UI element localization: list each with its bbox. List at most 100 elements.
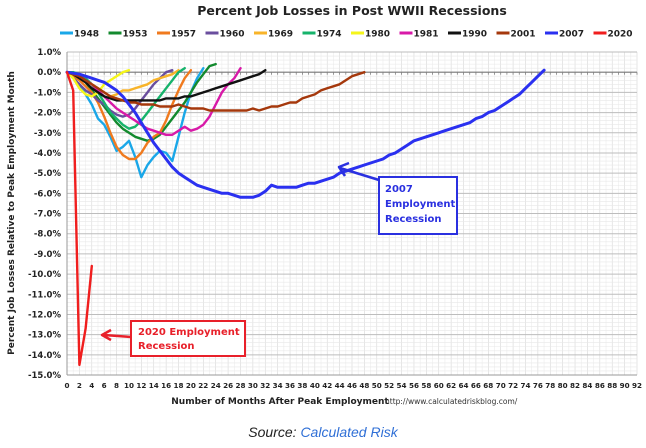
x-tick-label: 12 xyxy=(136,381,146,390)
legend-item-2007: 2007 xyxy=(545,30,584,40)
x-tick-label: 56 xyxy=(409,381,419,390)
legend-label: 1960 xyxy=(220,30,245,40)
chart: Percent Job Losses in Post WWII Recessio… xyxy=(0,0,646,420)
source-prefix: Source: xyxy=(248,424,301,440)
legend-label: 1974 xyxy=(317,30,342,40)
x-tick-label: 58 xyxy=(421,381,431,390)
legend-label: 1990 xyxy=(462,30,487,40)
x-tick-label: 90 xyxy=(620,381,630,390)
x-tick-label: 18 xyxy=(174,381,184,390)
x-tick-label: 26 xyxy=(223,381,233,390)
annotation-text: Recession xyxy=(385,214,442,225)
x-tick-label: 0 xyxy=(64,381,69,390)
x-tick-label: 34 xyxy=(273,381,283,390)
series-line-2020 xyxy=(65,70,94,367)
x-tick-label: 28 xyxy=(235,381,245,390)
source-url-note: http://www.calculatedriskblog.com/ xyxy=(385,397,518,406)
annotation-box xyxy=(130,320,246,357)
legend-label: 1953 xyxy=(123,30,148,40)
y-tick-label: -3.0% xyxy=(34,129,62,139)
legend-item-1981: 1981 xyxy=(399,30,439,40)
legend-item-2020: 2020 xyxy=(593,30,633,40)
x-tick-label: 20 xyxy=(186,381,196,390)
y-tick-label: 0.0% xyxy=(37,68,61,78)
annotation-text: Employment xyxy=(385,199,456,210)
x-tick-label: 40 xyxy=(310,381,320,390)
annotation-text: Recession xyxy=(138,341,195,352)
series-lines xyxy=(65,62,546,367)
x-tick-label: 60 xyxy=(434,381,444,390)
y-tick-label: -9.0% xyxy=(34,250,62,260)
y-axis-label: Percent Job Losses Relative to Peak Empl… xyxy=(7,71,17,355)
annotation-2007: 2007 Employment Recession xyxy=(337,161,458,235)
x-tick-label: 32 xyxy=(260,381,270,390)
legend-item-1953: 1953 xyxy=(108,30,148,40)
y-tick-label: -8.0% xyxy=(34,230,62,240)
y-tick-label: -5.0% xyxy=(34,169,62,179)
series-line-1957 xyxy=(65,68,193,161)
x-axis-label: Number of Months After Peak Employment xyxy=(171,397,389,407)
x-tick-label: 64 xyxy=(459,381,469,390)
x-tick-label: 46 xyxy=(347,381,357,390)
x-tick-label: 86 xyxy=(595,381,605,390)
legend-label: 1957 xyxy=(171,30,196,40)
x-tick-label: 66 xyxy=(471,381,481,390)
x-tick-label: 70 xyxy=(496,381,506,390)
x-tick-label: 6 xyxy=(102,381,107,390)
x-tick-label: 80 xyxy=(558,381,568,390)
y-tick-label: -14.0% xyxy=(28,351,61,361)
legend-label: 2001 xyxy=(511,30,536,40)
x-tick-label: 30 xyxy=(248,381,258,390)
annotation-box xyxy=(378,176,458,235)
chart-title: Percent Job Losses in Post WWII Recessio… xyxy=(197,3,507,18)
x-tick-label: 38 xyxy=(297,381,307,390)
x-tick-label: 52 xyxy=(384,381,394,390)
y-tick-label: -7.0% xyxy=(34,210,62,220)
series-line-1953 xyxy=(65,62,217,143)
arrow-head-icon xyxy=(337,161,350,177)
annotation-arrow xyxy=(103,333,132,339)
legend-item-1990: 1990 xyxy=(448,30,487,40)
series-line-1974 xyxy=(65,66,186,130)
x-tick-label: 48 xyxy=(359,381,369,390)
series-line-1960 xyxy=(65,68,174,118)
y-axis-ticks: 1.0% 0.0% -1.0% -2.0% -3.0% -4.0% -5.0% -6.0% -7… xyxy=(28,48,62,381)
legend-label: 1981 xyxy=(414,30,439,40)
legend-label: 2020 xyxy=(608,30,633,40)
x-tick-label: 50 xyxy=(372,381,382,390)
y-tick-label: 1.0% xyxy=(37,48,61,58)
x-tick-label: 36 xyxy=(285,381,295,390)
legend-item-1960: 1960 xyxy=(205,30,245,40)
x-tick-label: 54 xyxy=(397,381,407,390)
annotation-2020: 2020 Employment Recession xyxy=(100,320,246,357)
legend: 1948 1953 1957 1960 1969 1974 1980 1981 1990 2001… xyxy=(60,30,633,40)
y-tick-label: -4.0% xyxy=(34,149,62,159)
y-tick-label: -12.0% xyxy=(28,310,61,320)
x-tick-label: 2 xyxy=(77,381,82,390)
x-tick-label: 22 xyxy=(198,381,208,390)
annotation-arrow xyxy=(339,166,380,182)
chart-background xyxy=(0,0,646,420)
x-tick-label: 88 xyxy=(607,381,617,390)
legend-item-1957: 1957 xyxy=(157,30,196,40)
x-tick-label: 24 xyxy=(211,381,221,390)
y-tick-label: -15.0% xyxy=(28,371,61,381)
source-caption: Source: Calculated Risk xyxy=(0,424,646,440)
x-tick-label: 62 xyxy=(446,381,456,390)
annotation-text: 2020 Employment xyxy=(138,327,240,338)
y-tick-label: -1.0% xyxy=(34,88,62,98)
legend-item-1980: 1980 xyxy=(351,30,390,40)
x-tick-label: 76 xyxy=(533,381,543,390)
legend-label: 1948 xyxy=(74,30,99,40)
legend-label: 1980 xyxy=(365,30,390,40)
x-axis-ticks: 0 2 4 6 8 10 12 14 16 18 20 22 24 26 28 30 32 34 36 38 40 42 4… xyxy=(64,381,642,390)
y-tick-label: -11.0% xyxy=(28,290,61,300)
x-tick-label: 92 xyxy=(632,381,642,390)
x-tick-label: 82 xyxy=(570,381,580,390)
series-line-2001 xyxy=(65,70,366,112)
arrow-head-icon xyxy=(100,328,112,342)
legend-label: 2007 xyxy=(559,30,584,40)
x-tick-label: 10 xyxy=(124,381,134,390)
x-tick-label: 74 xyxy=(520,381,530,390)
source-link[interactable]: Calculated Risk xyxy=(300,424,398,440)
